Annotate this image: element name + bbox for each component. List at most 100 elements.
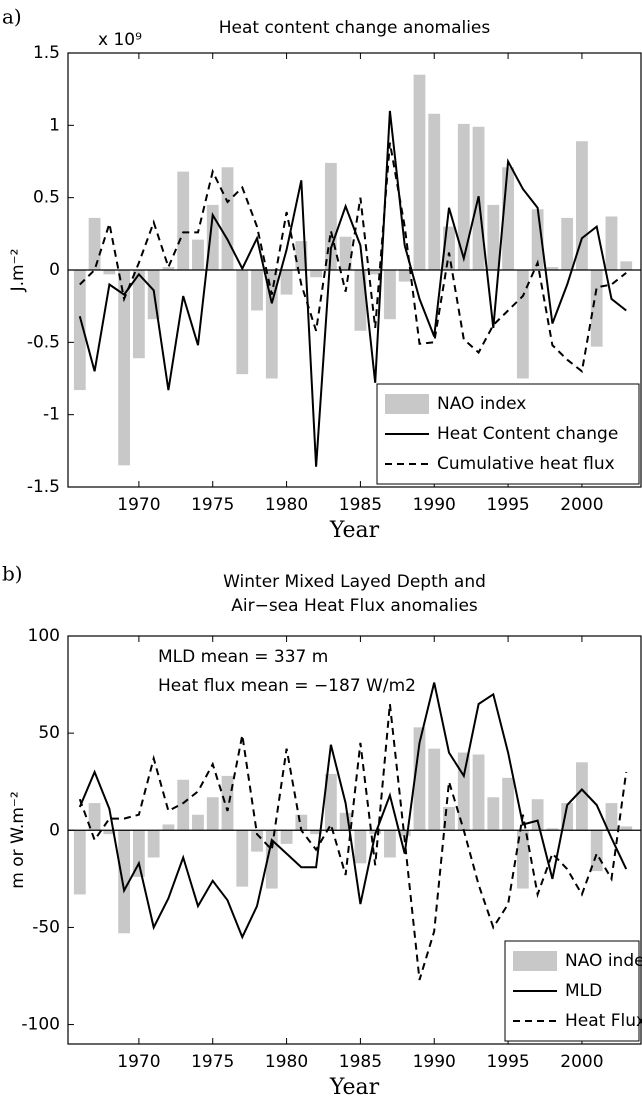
- bar: [339, 236, 352, 270]
- y-tick-label: -0.5: [27, 332, 60, 352]
- bar: [73, 270, 86, 391]
- bar: [192, 239, 204, 270]
- bar: [516, 830, 529, 889]
- axes-box: [67, 52, 642, 488]
- bar: [605, 803, 618, 831]
- bar: [398, 830, 411, 837]
- y-axis-label: m or W.m⁻²: [8, 791, 28, 888]
- bar: [428, 748, 441, 831]
- chart-title: Winter Mixed Layed Depth and: [223, 572, 486, 592]
- bar: [162, 267, 175, 270]
- bar: [88, 803, 101, 831]
- bar: [103, 830, 116, 835]
- annotation: Heat flux mean = −187 W/m2: [158, 676, 416, 696]
- bar: [132, 830, 145, 877]
- bar: [546, 267, 559, 270]
- bar: [605, 216, 618, 270]
- legend-swatch: [385, 394, 429, 414]
- bar: [295, 241, 308, 270]
- y-tick-label: 1.5: [33, 43, 60, 63]
- y-tick-label: -50: [32, 917, 60, 937]
- y-multiplier: x 10⁹: [98, 30, 142, 50]
- bar: [132, 270, 145, 359]
- bar: [177, 171, 190, 270]
- bar: [118, 270, 131, 466]
- bar: [339, 812, 352, 831]
- bar: [192, 814, 204, 831]
- x-tick-label: 2000: [560, 1052, 603, 1072]
- bar: [221, 775, 234, 831]
- x-tick-label: 1985: [339, 1052, 382, 1072]
- bar: [398, 270, 411, 282]
- bar: [457, 752, 470, 831]
- bar: [147, 830, 160, 858]
- x-tick-label: 1975: [191, 1052, 234, 1072]
- bar: [443, 806, 455, 831]
- bar: [561, 217, 574, 270]
- annotation: MLD mean = 337 m: [158, 647, 328, 667]
- bar: [516, 270, 529, 379]
- x-tick-label: 1995: [486, 1052, 529, 1072]
- chart-title: Air−sea Heat Flux anomalies: [231, 596, 478, 616]
- legend-label: Cumulative heat flux: [437, 454, 615, 474]
- panel-label: a): [2, 5, 22, 29]
- line-series: [78, 110, 627, 467]
- bar: [384, 270, 396, 320]
- bar: [310, 270, 323, 278]
- x-tick-label: 1990: [413, 1052, 456, 1072]
- bar: [73, 830, 86, 895]
- bar: [531, 209, 544, 270]
- bar: [295, 814, 308, 831]
- bar: [369, 270, 382, 275]
- bar: [487, 204, 500, 270]
- bar: [546, 828, 559, 831]
- bar: [590, 270, 603, 347]
- legend-swatch: [513, 951, 557, 971]
- line-series: [78, 682, 628, 940]
- x-tick-label: 1975: [191, 495, 234, 515]
- bar: [310, 830, 323, 835]
- axes-box: [67, 635, 642, 1045]
- bar: [472, 754, 485, 831]
- bar: [384, 830, 396, 858]
- y-tick-label: 50: [38, 723, 60, 743]
- bar: [221, 167, 234, 270]
- bar: [576, 762, 588, 831]
- x-tick-label: 1995: [486, 495, 529, 515]
- bar: [162, 824, 175, 831]
- bar: [324, 162, 337, 270]
- bar: [620, 826, 633, 831]
- bar: [280, 270, 293, 295]
- bar: [206, 204, 219, 270]
- x-tick-label: 1970: [117, 495, 160, 515]
- bar: [236, 270, 249, 375]
- x-tick-label: 1970: [117, 1052, 160, 1072]
- bar: [531, 799, 544, 831]
- bar: [118, 830, 131, 934]
- bar: [206, 797, 219, 831]
- bar: [502, 777, 514, 831]
- legend-label: Heat Content change: [437, 424, 618, 444]
- bar: [620, 261, 633, 270]
- bar: [177, 779, 190, 831]
- bar: [428, 113, 441, 270]
- bar: [413, 74, 426, 270]
- x-tick-label: 2000: [560, 495, 603, 515]
- bar: [251, 270, 263, 311]
- x-tick-label: 1980: [265, 495, 308, 515]
- legend-label: NAO index: [565, 951, 642, 971]
- bar: [251, 830, 263, 852]
- x-axis-label: Year: [329, 518, 380, 543]
- chart-title: Heat content change anomalies: [219, 18, 491, 38]
- y-tick-label: -100: [21, 1015, 60, 1035]
- bar: [265, 270, 278, 379]
- bar: [324, 773, 337, 831]
- x-tick-label: 1980: [265, 1052, 308, 1072]
- y-axis-label: J.m⁻²: [8, 249, 28, 293]
- bar: [265, 830, 278, 889]
- panel-label: b): [2, 562, 23, 586]
- y-tick-label: -1: [43, 405, 60, 425]
- x-axis-label: Year: [329, 1075, 380, 1098]
- bar: [576, 141, 588, 270]
